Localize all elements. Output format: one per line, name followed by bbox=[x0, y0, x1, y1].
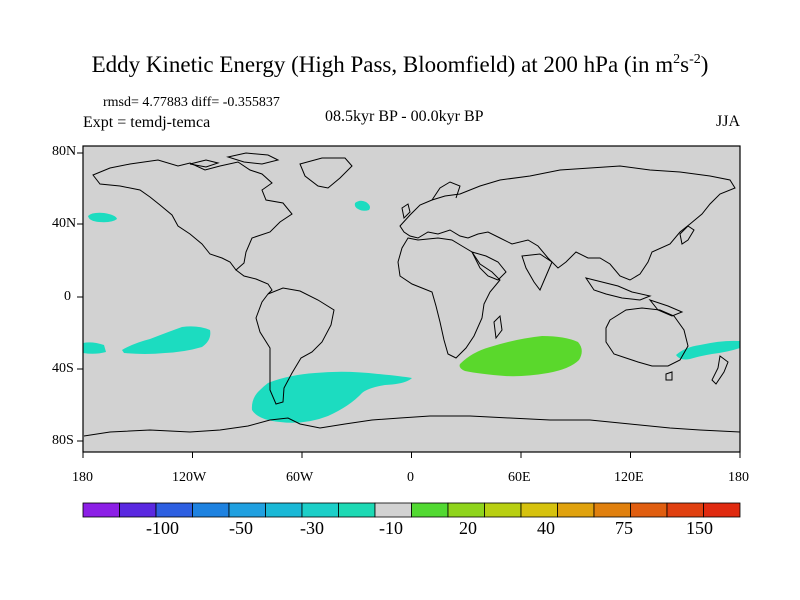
lon-label: 120E bbox=[614, 470, 644, 485]
lon-label: 180 bbox=[72, 470, 93, 485]
lon-label: 0 bbox=[407, 470, 414, 485]
colorbar-box bbox=[557, 502, 595, 518]
anomaly-layer bbox=[83, 200, 740, 423]
plot-title: Eddy Kinetic Energy (High Pass, Bloomfie… bbox=[91, 52, 709, 77]
colorbar bbox=[82, 502, 741, 518]
colorbar-box bbox=[666, 502, 704, 518]
colorbar-box bbox=[484, 502, 522, 518]
period-label: 08.5kyr BP - 00.0kyr BP bbox=[325, 108, 484, 125]
anomaly-south-pacific bbox=[83, 342, 106, 354]
colorbar-box bbox=[82, 502, 120, 518]
lat-label: 80N bbox=[52, 144, 77, 159]
colorbar-box bbox=[228, 502, 266, 518]
colorbar-label: 150 bbox=[686, 518, 713, 538]
axis-ticks bbox=[77, 152, 741, 458]
anomaly-southern-atlantic bbox=[251, 371, 412, 423]
lat-label: 80S bbox=[52, 433, 74, 448]
colorbar-label: -100 bbox=[146, 518, 179, 538]
colorbar-box bbox=[447, 502, 485, 518]
colorbar-box bbox=[703, 502, 741, 518]
colorbar-box bbox=[520, 502, 558, 518]
lon-label: 180 bbox=[728, 470, 749, 485]
season-label: JJA bbox=[716, 113, 741, 130]
colorbar-box bbox=[374, 502, 412, 518]
colorbar-box bbox=[192, 502, 230, 518]
colorbar-label: -10 bbox=[379, 518, 403, 538]
colorbar-box bbox=[265, 502, 303, 518]
colorbar-box bbox=[155, 502, 193, 518]
lon-label: 60E bbox=[508, 470, 531, 485]
colorbar-label: 20 bbox=[459, 518, 477, 538]
anomaly-north-pacific bbox=[88, 212, 117, 223]
lat-label: 40S bbox=[52, 361, 74, 376]
anomaly-south-indian bbox=[459, 336, 582, 377]
colorbar-box bbox=[338, 502, 376, 518]
lat-label: 40N bbox=[52, 216, 77, 231]
colorbar-box bbox=[593, 502, 631, 518]
colorbar-label: -50 bbox=[229, 518, 253, 538]
lon-label: 60W bbox=[286, 470, 314, 485]
colorbar-box bbox=[411, 502, 449, 518]
coastlines bbox=[83, 152, 741, 437]
colorbar-box bbox=[630, 502, 668, 518]
lon-label: 120W bbox=[172, 470, 207, 485]
anomaly-south-pacific-2 bbox=[122, 326, 211, 354]
lat-label: 0 bbox=[64, 289, 71, 304]
colorbar-label: 75 bbox=[615, 518, 633, 538]
anomaly-north-atlantic bbox=[354, 200, 370, 211]
colorbar-label: -30 bbox=[300, 518, 324, 538]
experiment-label: Expt = temdj-temca bbox=[83, 114, 211, 131]
colorbar-label: 40 bbox=[537, 518, 555, 538]
stats-text: rmsd= 4.77883 diff= -0.355837 bbox=[103, 95, 280, 110]
colorbar-box bbox=[119, 502, 157, 518]
anomaly-australia-east bbox=[676, 340, 740, 360]
colorbar-box bbox=[301, 502, 339, 518]
